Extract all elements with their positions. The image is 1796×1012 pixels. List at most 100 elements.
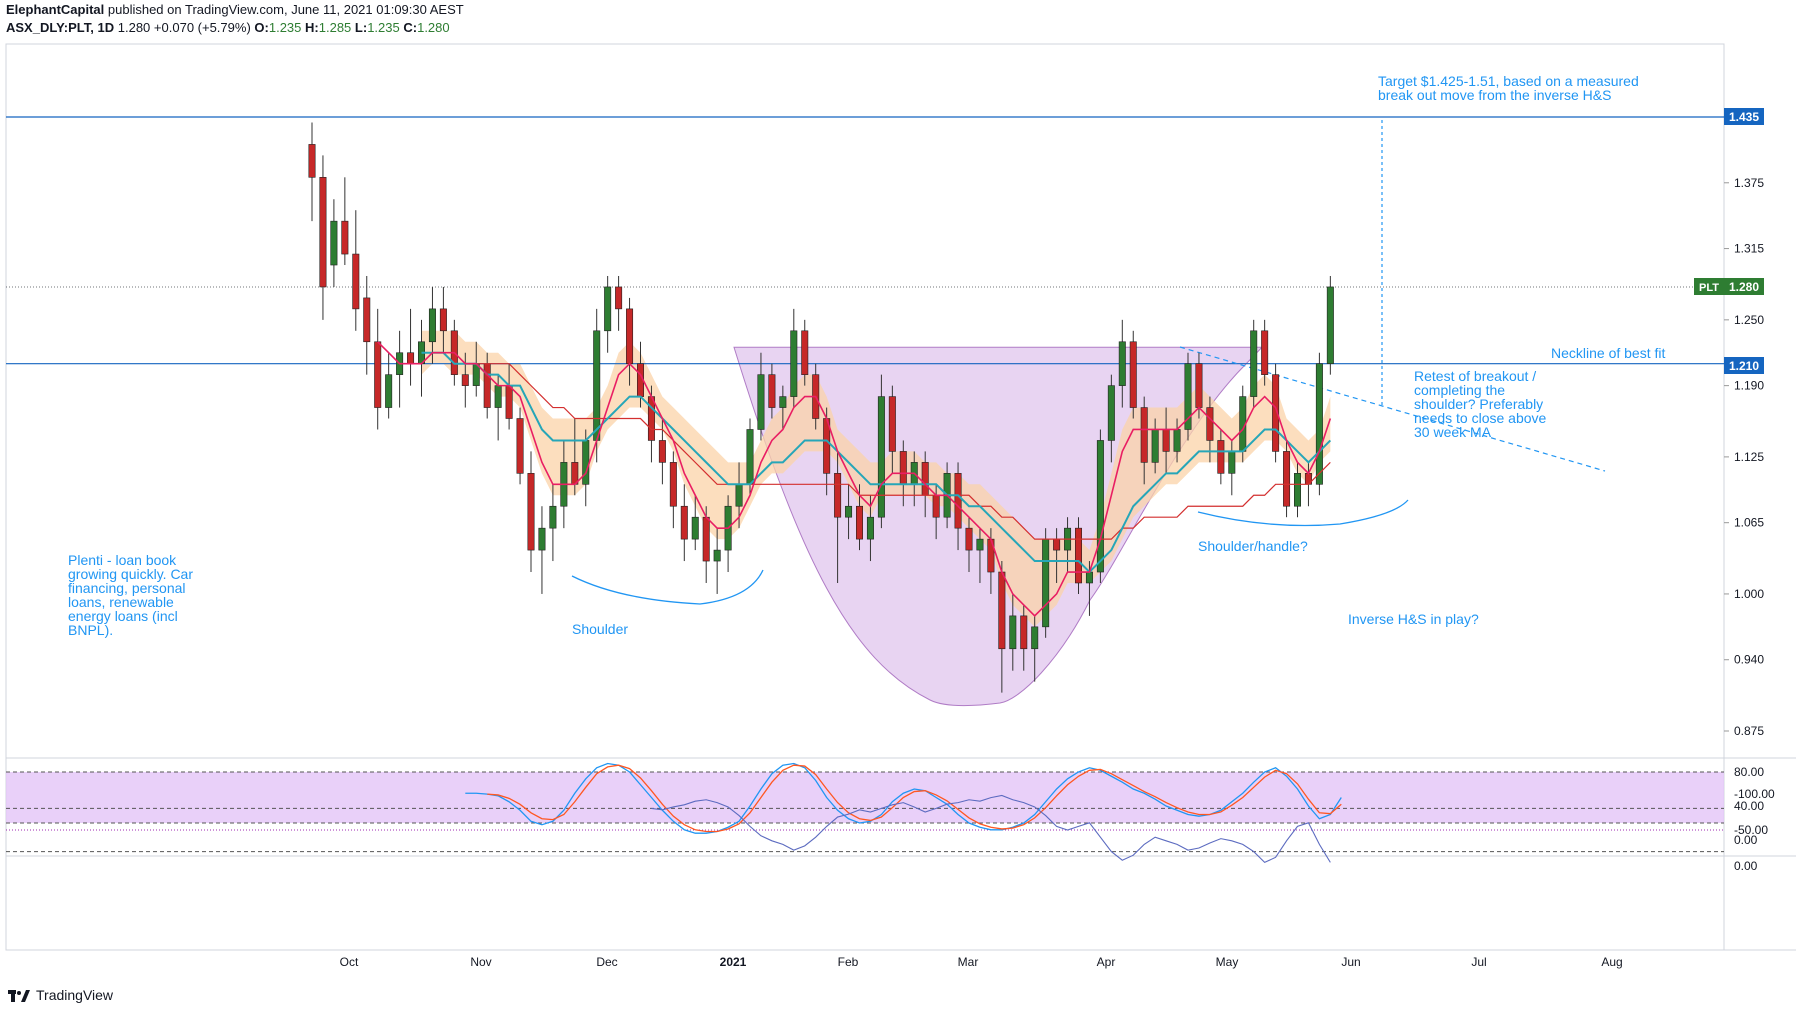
tradingview-logo-icon [8, 990, 30, 1002]
close-value: 1.280 [417, 20, 450, 35]
retest-note-line-5[interactable]: 30 week MA [1414, 424, 1492, 440]
level-label-bg-neck [1724, 357, 1764, 374]
plenti-note-line-4[interactable]: loans, renewable [68, 594, 174, 610]
candle-body [768, 374, 776, 408]
right-shoulder-curve[interactable] [1197, 499, 1409, 527]
plenti-note-line-2[interactable]: growing quickly. Car [68, 566, 193, 582]
candle-body [626, 308, 634, 364]
candle-body [1315, 363, 1323, 485]
candle-body [407, 352, 415, 364]
candle-body [1195, 363, 1203, 408]
plenti-note-line-5[interactable]: energy loans (incl [68, 608, 178, 624]
candle-body [801, 330, 809, 375]
time-tick-label: May [1216, 955, 1239, 969]
level-label-top: 1.435 [1729, 110, 1759, 124]
candle-body [1206, 407, 1214, 441]
candle-body [713, 549, 721, 562]
ma-fast-line [377, 341, 1332, 618]
ma-mid-line [421, 351, 1332, 574]
candle-body [330, 220, 338, 266]
price-axis[interactable]: 1.435 1.375 1.315 1.250 1.190 1.125 1.065 1.000… [1724, 110, 1764, 738]
footer-brand[interactable]: TradingView [36, 987, 114, 1003]
candle-body [855, 505, 863, 540]
candle-body [582, 440, 590, 485]
osc1-band [6, 772, 1724, 823]
price-tick-label: 1.000 [1734, 587, 1764, 601]
candle-body [527, 473, 535, 551]
high-label: H: [305, 20, 319, 35]
candle-body [374, 341, 382, 408]
plenti-note-line-6[interactable]: BNPL). [68, 622, 113, 638]
price-tick-label: 1.065 [1734, 516, 1764, 530]
left-shoulder-curve[interactable] [571, 569, 764, 605]
price-tick-label: 0.875 [1734, 724, 1764, 738]
candle-body [505, 385, 513, 419]
candle-body [965, 527, 973, 551]
candle-body [615, 286, 623, 310]
price-tick-label: 1.250 [1734, 313, 1764, 327]
time-tick-label: Jun [1341, 955, 1360, 969]
published-text: published on TradingView.com, June 11, 2… [107, 2, 464, 17]
candle-body [888, 396, 896, 452]
retest-note-line-3[interactable]: shoulder? Preferably [1414, 396, 1543, 412]
target-note-line-1[interactable]: Target $1.425-1.51, based on a measured [1378, 73, 1639, 89]
retest-note-line-2[interactable]: completing the [1414, 382, 1505, 398]
candle-body [845, 505, 853, 518]
candle-body [998, 571, 1006, 650]
candle-body [385, 374, 393, 408]
chart-header: ElephantCapital published on TradingView… [6, 2, 464, 35]
candle-body [834, 473, 842, 518]
candle-body [757, 374, 765, 430]
shoulder-handle-note[interactable]: Shoulder/handle? [1198, 538, 1308, 554]
osc2-tick-label: -50.00 [1734, 823, 1768, 837]
candle-body [921, 462, 929, 496]
time-tick-label: Apr [1097, 955, 1116, 969]
candle-body [954, 473, 962, 529]
time-tick-label: Jul [1471, 955, 1486, 969]
candle-body [1272, 374, 1280, 452]
candle-body [549, 505, 557, 529]
symbol-tag-bg [1694, 278, 1724, 295]
publish-line: ElephantCapital published on TradingView… [6, 2, 464, 17]
candle-body [604, 286, 612, 332]
level-label-neck: 1.210 [1729, 359, 1759, 373]
horizontal-levels [6, 116, 1724, 365]
osc1-axis: 80.00 40.00 0.00 [1734, 765, 1764, 847]
candle-body [1151, 429, 1159, 463]
time-tick-label: Nov [470, 955, 491, 969]
candle-body [866, 516, 874, 540]
retest-note-line-1[interactable]: Retest of breakout / [1414, 368, 1536, 384]
time-tick-label: Dec [596, 955, 617, 969]
price-tick-label: 0.940 [1734, 653, 1764, 667]
candle-body [735, 484, 743, 507]
candle-body [363, 297, 371, 343]
osc2-lines [651, 794, 1331, 864]
osc2-axis: 0.00-50.00-100.00 [1734, 787, 1775, 873]
candle-body [1031, 626, 1039, 650]
candle-body [1283, 451, 1291, 507]
low-label: L: [354, 20, 368, 35]
symbol-name[interactable]: ASX_DLY:PLT, 1D [6, 20, 115, 35]
neckline-note[interactable]: Neckline of best fit [1551, 345, 1665, 361]
candle-body [669, 462, 677, 507]
time-axis[interactable]: Oct Nov Dec 2021 Feb Mar Apr May Jun Jul Aug [340, 955, 1623, 969]
candle-body [428, 308, 436, 343]
time-tick-label: 2021 [720, 955, 747, 969]
plenti-note-line-1[interactable]: Plenti - loan book [68, 552, 177, 568]
publisher-name[interactable]: ElephantCapital [6, 2, 105, 17]
candle-body [308, 144, 316, 178]
shoulder-note[interactable]: Shoulder [572, 621, 628, 637]
candle-body [1075, 527, 1083, 584]
inverse-hs-note[interactable]: Inverse H&S in play? [1348, 611, 1479, 627]
target-note-line-2[interactable]: break out move from the inverse H&S [1378, 87, 1611, 103]
candle-body [899, 451, 907, 485]
candle-body [483, 363, 491, 408]
osc1-k-line [465, 762, 1342, 834]
retest-note-line-4[interactable]: needs to close above [1414, 410, 1547, 426]
price-tick-label: 1.190 [1734, 379, 1764, 393]
plenti-note-line-3[interactable]: financing, personal [68, 580, 186, 596]
change-value: +0.070 (+5.79%) [153, 20, 251, 35]
osc1-d-line [487, 764, 1342, 833]
osc1-lines [465, 762, 1342, 834]
